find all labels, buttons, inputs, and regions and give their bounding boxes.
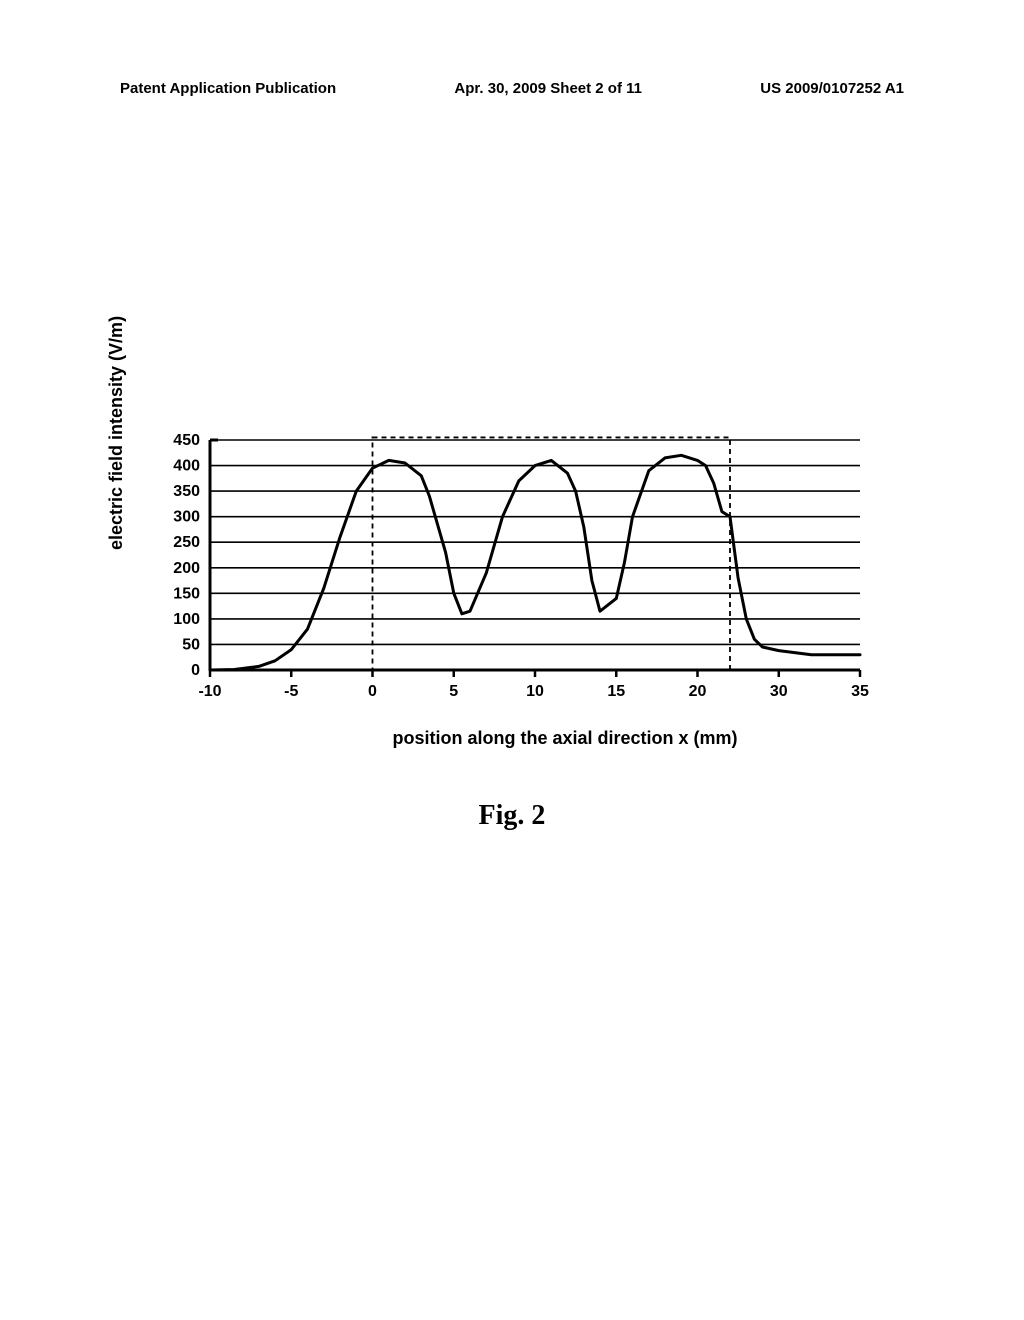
svg-text:0: 0 [191, 662, 200, 679]
svg-text:400: 400 [173, 458, 200, 475]
svg-text:450: 450 [173, 432, 200, 449]
svg-text:250: 250 [173, 534, 200, 551]
svg-text:20: 20 [689, 683, 707, 700]
header-right: US 2009/0107252 A1 [760, 80, 904, 97]
svg-text:300: 300 [173, 509, 200, 526]
svg-text:50: 50 [182, 636, 200, 653]
svg-text:30: 30 [770, 683, 788, 700]
chart-container: electric field intensity (V/m) -10-50510… [140, 430, 880, 749]
svg-text:350: 350 [173, 483, 200, 500]
svg-text:150: 150 [173, 585, 200, 602]
svg-text:100: 100 [173, 611, 200, 628]
svg-text:10: 10 [526, 683, 544, 700]
y-axis-label: electric field intensity (V/m) [106, 316, 127, 550]
svg-text:-5: -5 [284, 683, 298, 700]
patent-header: Patent Application Publication Apr. 30, … [0, 80, 1024, 97]
header-middle: Apr. 30, 2009 Sheet 2 of 11 [454, 80, 642, 97]
svg-text:-10: -10 [198, 683, 221, 700]
svg-text:200: 200 [173, 560, 200, 577]
line-chart: -10-505101520303505010015020025030035040… [140, 430, 880, 710]
x-axis-label: position along the axial direction x (mm… [250, 728, 880, 749]
svg-text:15: 15 [607, 683, 625, 700]
figure-caption: Fig. 2 [0, 800, 1024, 832]
header-left: Patent Application Publication [120, 80, 336, 97]
svg-text:35: 35 [851, 683, 869, 700]
svg-text:5: 5 [449, 683, 458, 700]
svg-text:0: 0 [368, 683, 377, 700]
